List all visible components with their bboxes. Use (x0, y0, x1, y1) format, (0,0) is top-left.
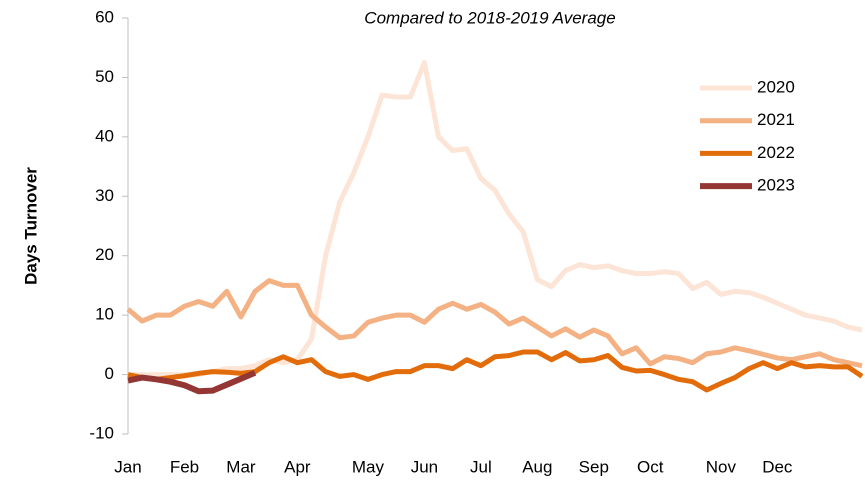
x-tick-label: Apr (284, 457, 311, 476)
x-tick-label: Mar (226, 457, 256, 476)
y-axis-label: Days Turnover (21, 167, 40, 285)
chart-title: Compared to 2018-2019 Average (364, 8, 615, 27)
y-tick-label: 50 (95, 67, 114, 86)
series-line (127, 349, 864, 393)
legend-label: 2022 (757, 143, 795, 162)
y-tick-label: 10 (95, 305, 114, 324)
x-tick-label: Aug (522, 457, 552, 476)
series-line (128, 60, 863, 378)
x-tick-label: Nov (706, 457, 737, 476)
x-tick-label: Dec (762, 457, 793, 476)
legend-label: 2021 (757, 110, 795, 129)
x-tick-label: Jul (470, 457, 492, 476)
x-tick-label: May (352, 457, 385, 476)
x-tick-label: Jan (114, 457, 141, 476)
x-tick-label: Jun (411, 457, 438, 476)
series-line (127, 370, 257, 395)
legend-label: 2023 (757, 176, 795, 195)
y-tick-label: 60 (95, 7, 114, 26)
y-tick-label: 0 (105, 364, 114, 383)
y-tick-label: 30 (95, 186, 114, 205)
y-tick-label: 40 (95, 126, 114, 145)
x-tick-label: Feb (170, 457, 199, 476)
x-tick-label: Sep (579, 457, 609, 476)
x-tick-label: Oct (637, 457, 664, 476)
legend-label: 2020 (757, 77, 795, 96)
series-line (126, 278, 863, 369)
y-tick-label: -10 (89, 423, 114, 442)
y-tick-label: 20 (95, 245, 114, 264)
